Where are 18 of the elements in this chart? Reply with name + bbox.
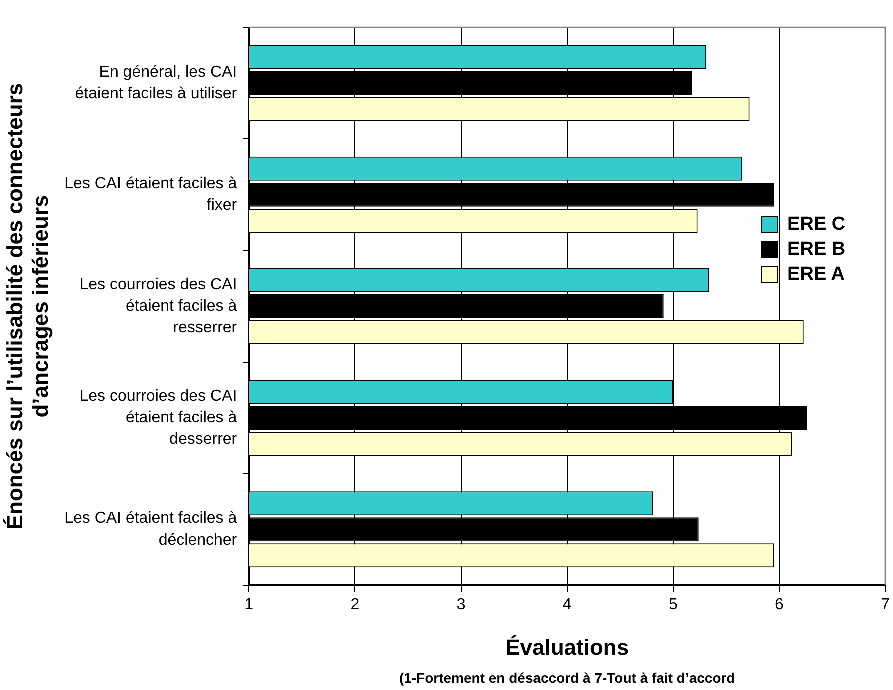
text: (1-Fortement en désaccord à 7-Tout à fait d’accord — [399, 670, 736, 686]
x-axis-title: Évaluations — [506, 634, 630, 660]
x-tick-label: 4 — [562, 596, 572, 614]
x-tick-label: 7 — [881, 596, 890, 614]
x-tick-label: 6 — [775, 596, 784, 614]
y-tick-label: Les CAI étaient faciles à déclencher — [64, 510, 238, 549]
y-tick-label: Les CAI étaient faciles à fixer — [64, 176, 238, 214]
legend-label: ERE A — [788, 262, 845, 287]
y-tick-label: Les courroies des CAI étaient faciles à desserrer — [80, 388, 238, 448]
x-tick-label: 2 — [350, 596, 360, 614]
x-tick-label: 3 — [456, 596, 466, 614]
legend-label: ERE C — [788, 212, 846, 237]
y-axis-title: Énoncés sur l’utilisabilité des connecteurs d’ancrages inférieurs — [2, 83, 54, 530]
y-tick-label: Les courroies des CAI étaient faciles à resserrer — [80, 276, 238, 337]
x-tick-label: 5 — [668, 596, 678, 614]
y-tick-label: En général, les CAI étaient faciles à utiliser — [75, 64, 238, 103]
legend-label: ERE B — [788, 238, 846, 262]
x-tick-label: 1 — [244, 596, 254, 614]
